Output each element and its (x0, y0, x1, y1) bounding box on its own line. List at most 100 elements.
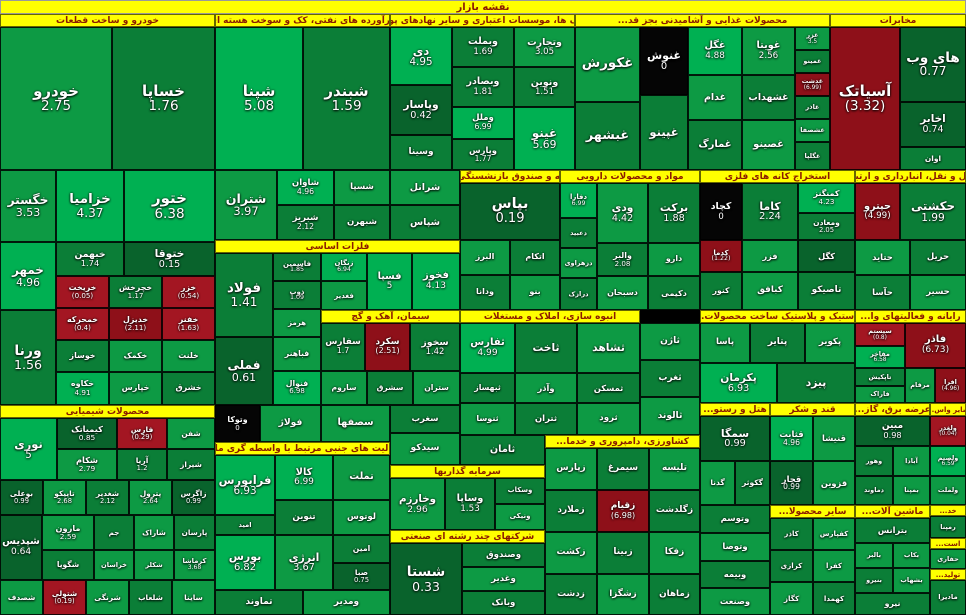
treemap-tile[interactable]: ورنا 1.56 (0, 310, 56, 405)
treemap-tile[interactable]: بنیرو (855, 568, 893, 593)
treemap-tile[interactable]: کگل (798, 240, 855, 272)
treemap-tile[interactable]: شیراز (167, 449, 215, 480)
treemap-tile[interactable]: غمینو (795, 50, 830, 73)
treemap-tile[interactable]: وغدیر (462, 567, 545, 591)
treemap-tile[interactable]: ودانا (460, 275, 510, 310)
treemap-tile[interactable]: برکت 1.88 (648, 183, 700, 243)
treemap-tile[interactable]: کرازی (770, 550, 813, 582)
treemap-tile[interactable]: خمهر 4.96 (0, 242, 56, 310)
treemap-tile[interactable]: بشهاب (893, 568, 930, 593)
treemap-tile[interactable]: غبشهر (575, 102, 640, 170)
treemap-tile[interactable]: شکام 2.79 (57, 449, 117, 480)
treemap-tile[interactable]: والبر 2.08 (597, 243, 648, 276)
treemap-tile[interactable]: خوساز (56, 340, 109, 372)
treemap-tile[interactable]: پترول 2.64 (129, 480, 172, 515)
treemap-tile[interactable]: قنیشا (813, 416, 855, 461)
treemap-tile[interactable]: فاراک (855, 386, 905, 403)
treemap-tile[interactable]: تلیسه (649, 448, 700, 490)
treemap-tile[interactable]: کیمیاتک 0.85 (57, 418, 117, 449)
treemap-tile[interactable]: شکلر (134, 550, 174, 580)
treemap-tile[interactable]: زپارس (545, 448, 597, 490)
treemap-tile[interactable]: فباهنر (273, 337, 321, 371)
treemap-tile[interactable]: ختور 6.38 (124, 170, 215, 242)
treemap-tile[interactable]: بالبر (855, 543, 893, 568)
treemap-tile[interactable]: خدیزل (2.11) (109, 308, 162, 340)
treemap-tile[interactable]: نوری 5 (0, 418, 57, 480)
treemap-tile[interactable]: کهمدا (813, 582, 855, 615)
treemap-tile[interactable]: زشگزا (597, 574, 649, 615)
treemap-tile[interactable]: خگستر 3.53 (0, 170, 56, 242)
treemap-tile[interactable]: آریا 1.2 (117, 449, 167, 480)
treemap-tile[interactable]: سیدکو (390, 433, 460, 465)
treemap-tile[interactable]: خکمک (109, 340, 162, 372)
treemap-tile[interactable]: شپنا 5.08 (215, 27, 303, 170)
treemap-tile[interactable]: تاپیکو 2.68 (43, 480, 86, 515)
treemap-tile[interactable]: خودرو 2.75 (0, 27, 112, 170)
treemap-tile[interactable]: ختوقا 0.15 (124, 242, 215, 276)
treemap-tile[interactable]: سخوز 1.42 (410, 323, 460, 371)
treemap-tile[interactable]: زکشت (545, 532, 597, 574)
treemap-tile[interactable]: فنوال 6.98 (273, 371, 321, 405)
treemap-tile[interactable]: خلنت (162, 340, 215, 372)
treemap-tile[interactable]: بوعلی 0.99 (0, 480, 43, 515)
treemap-tile[interactable]: شتران 3.97 (215, 170, 277, 240)
treemap-tile[interactable]: فولاژ (260, 405, 321, 442)
treemap-tile[interactable]: ونیکی (495, 504, 545, 530)
treemap-tile[interactable]: بنو (510, 275, 560, 310)
treemap-tile[interactable]: قچار 0.99 (770, 461, 813, 505)
treemap-tile[interactable]: بپاس 0.19 (460, 183, 560, 240)
treemap-tile[interactable]: حفاری (930, 549, 966, 569)
treemap-tile[interactable]: فملی 0.61 (215, 337, 273, 405)
treemap-tile[interactable]: بورس 6.82 (215, 535, 275, 590)
treemap-tile[interactable]: آبادا (893, 446, 930, 476)
treemap-tile[interactable]: ثغرب (640, 360, 700, 397)
treemap-tile[interactable]: شبریز 2.12 (277, 205, 334, 240)
treemap-tile[interactable]: شبهرن (334, 205, 390, 240)
treemap-tile[interactable]: ساروم (321, 371, 367, 405)
treemap-tile[interactable]: زنگان 6.94 (321, 253, 367, 281)
treemap-tile[interactable]: وسکاب (495, 478, 545, 504)
treemap-tile[interactable]: خکاوه 4.91 (56, 372, 109, 405)
treemap-tile[interactable]: وصندوق (462, 543, 545, 567)
treemap-tile[interactable]: وآذر (515, 373, 577, 403)
treemap-tile[interactable]: خبهمن 1.74 (56, 242, 124, 276)
treemap-tile[interactable]: شلعاب (129, 580, 172, 615)
treemap-tile[interactable]: فارس (0.29) (117, 418, 167, 449)
treemap-tile[interactable]: وبصادر 1.81 (452, 67, 514, 107)
treemap-tile[interactable]: غشصفا (795, 119, 830, 142)
treemap-tile[interactable]: ولغدر (0.04) (930, 416, 966, 446)
treemap-tile[interactable]: شرانل (390, 170, 460, 205)
treemap-tile[interactable]: البرز (460, 240, 510, 275)
treemap-tile[interactable]: ثمسکن (577, 373, 640, 403)
treemap-tile[interactable]: وبملت 1.69 (452, 27, 514, 67)
treemap-tile[interactable]: وپاسار 0.42 (390, 85, 452, 135)
treemap-tile[interactable]: نیرو (855, 593, 930, 615)
treemap-tile[interactable]: کدما (1.22) (700, 240, 742, 272)
treemap-tile[interactable]: ثبهساز (460, 373, 515, 403)
treemap-tile[interactable]: امین (333, 535, 390, 563)
treemap-tile[interactable]: شپاس (390, 205, 460, 240)
treemap-tile[interactable]: دعبید (560, 218, 597, 248)
treemap-tile[interactable]: رمپنا (930, 516, 966, 538)
treemap-tile[interactable]: وخارزم 2.96 (390, 478, 445, 530)
treemap-tile[interactable]: وتجارت 3.05 (514, 27, 575, 67)
treemap-tile[interactable]: افرا (4.96) (935, 368, 966, 403)
treemap-tile[interactable]: حتاید (855, 240, 910, 275)
treemap-tile[interactable]: حآسا (855, 275, 910, 310)
treemap-tile[interactable]: مفاخر 6.58 (855, 346, 905, 368)
treemap-tile[interactable]: کبافق (742, 272, 798, 310)
treemap-tile[interactable]: شپدیس 0.64 (0, 515, 42, 580)
treemap-tile[interactable]: زاگرس 0.99 (172, 480, 215, 515)
treemap-tile[interactable]: غاذر (795, 96, 830, 119)
treemap-tile[interactable]: فخوز 4.13 (412, 253, 460, 310)
treemap-tile[interactable]: فسپا 5 (367, 253, 412, 310)
treemap-tile[interactable]: ثامان (460, 435, 545, 465)
treemap-tile[interactable]: مادیرا (930, 580, 966, 615)
treemap-tile[interactable]: ومدیر (303, 590, 390, 615)
treemap-tile[interactable]: خریخت (0.05) (56, 276, 109, 308)
treemap-tile[interactable]: زفکا (649, 532, 700, 574)
treemap-tile[interactable]: بکاب (893, 543, 930, 568)
treemap-tile[interactable]: خشرق (162, 372, 215, 405)
treemap-tile[interactable]: پارسان (174, 515, 215, 550)
treemap-tile[interactable]: کچاد 0 (700, 183, 742, 240)
